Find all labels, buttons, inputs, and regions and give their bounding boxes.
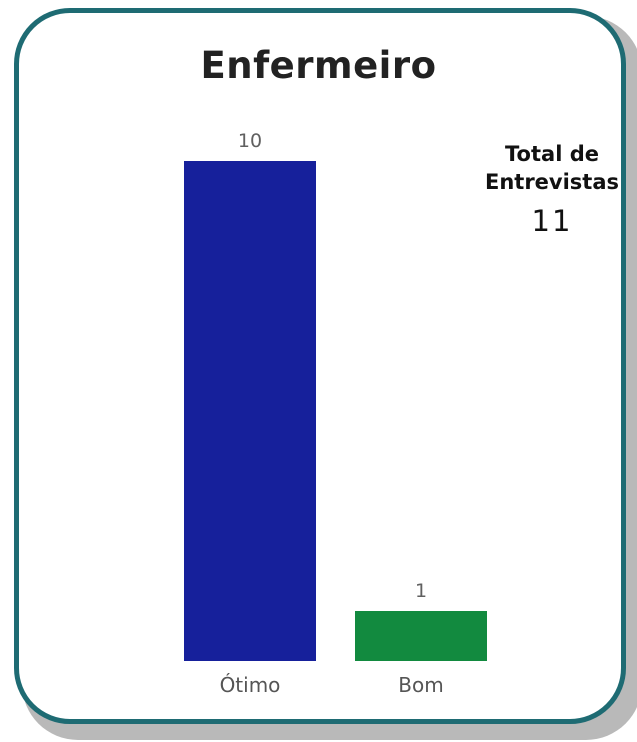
chart-card [14,8,626,724]
kpi-label: Total de Entrevistas [484,142,620,194]
chart-title: Enfermeiro [200,44,437,87]
x-tick-label-1: Bom [398,673,443,697]
data-label-0: 10 [238,130,262,152]
bar-1[interactable] [355,611,487,661]
x-tick-label-0: Ótimo [220,673,281,697]
data-label-1: 1 [415,580,427,602]
bar-0[interactable] [184,161,316,661]
kpi-value: 11 [531,204,573,238]
